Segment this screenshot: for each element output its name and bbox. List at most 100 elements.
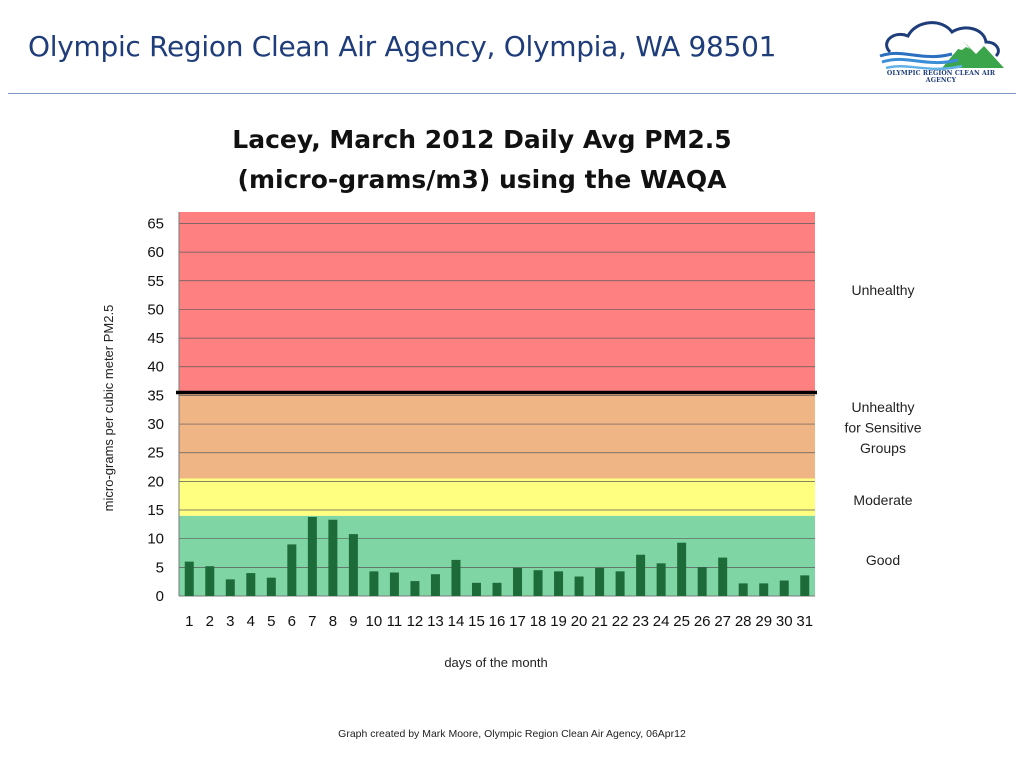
bar-day-6 [287,544,297,596]
bar-day-18 [533,570,543,596]
zone-band-2 [179,392,815,479]
y-tick-label: 30 [147,416,164,433]
y-tick-label: 65 [147,215,164,232]
footer-credit: Graph created by Mark Moore, Olympic Reg… [338,728,686,740]
bar-day-25 [677,542,687,596]
bar-day-12 [410,581,420,596]
bar-day-3 [225,579,235,596]
x-tick-label: 13 [427,613,444,630]
bar-day-16 [492,582,502,596]
x-tick-label: 5 [267,613,275,630]
x-axis-label: days of the month [444,655,547,670]
bar-day-5 [266,577,276,596]
x-tick-label: 30 [776,613,793,630]
x-tick-label: 25 [673,613,690,630]
y-tick-label: 10 [147,531,164,548]
x-tick-label: 21 [591,613,608,630]
x-tick-label: 3 [226,613,234,630]
y-tick-label: 25 [147,445,164,462]
bar-day-22 [615,571,625,596]
y-tick-label: 40 [147,359,164,376]
bar-day-15 [471,582,481,596]
x-tick-label: 15 [468,613,485,630]
logo-wave-1 [879,51,953,59]
zone-label-3: Unhealthy [851,282,914,298]
y-tick-label: 0 [156,588,164,605]
bar-day-9 [348,534,358,596]
orcaa-logo [879,21,1004,71]
zone-label-0: Good [866,552,900,568]
logo-cloud-outline [885,21,1000,58]
x-tick-label: 23 [632,613,649,630]
x-tick-label: 7 [308,613,316,630]
x-tick-label: 4 [247,613,255,630]
x-tick-label: 28 [735,613,752,630]
chart-title-line-1: Lacey, March 2012 Daily Avg PM2.5 [232,125,731,154]
x-tick-label: 19 [550,613,567,630]
bar-day-24 [656,563,666,596]
y-axis-label: micro-grams per cubic meter PM2.5 [101,305,116,512]
bar-day-23 [636,554,646,596]
logo-wave-2 [881,57,959,65]
x-tick-label: 26 [694,613,711,630]
zone-band-0 [179,515,815,596]
header-divider [8,93,1016,94]
bar-day-14 [451,559,461,596]
logo-caption: OLYMPIC REGION CLEAN AIR AGENCY [886,70,996,84]
x-tick-label: 29 [755,613,772,630]
logo-mountain-snow [958,42,970,50]
zone-band-3 [179,212,815,393]
x-tick-label: 1 [185,613,193,630]
zone-label-2: Unhealthy for Sensitive Groups [844,399,921,456]
y-tick-label: 5 [156,559,164,576]
bar-day-13 [430,574,440,596]
y-tick-label: 35 [147,387,164,404]
x-tick-label: 12 [407,613,424,630]
x-tick-label: 14 [448,613,465,630]
bar-day-7 [307,516,317,596]
bar-day-30 [779,580,789,596]
x-tick-label: 18 [530,613,547,630]
x-tick-label: 20 [571,613,588,630]
x-tick-label: 16 [489,613,506,630]
x-tick-label: 6 [288,613,296,630]
x-ticks: 1 2 3 4 5 6 7 8 9 10 11 12 13 14 15 16 17 18 19 20 21 22 23 24 2… [185,613,813,630]
page-title: Olympic Region Clean Air Agency, Olympia… [28,30,777,63]
x-tick-label: 2 [206,613,214,630]
bar-day-31 [800,575,810,596]
x-tick-label: 24 [653,613,670,630]
bar-day-8 [328,519,338,596]
x-tick-label: 9 [349,613,357,630]
x-tick-label: 31 [796,613,813,630]
bar-day-10 [369,571,379,596]
logo-wave-3 [885,64,963,71]
chart-title-line-2: (micro-grams/m3) using the WAQA [238,165,728,194]
y-ticks: 0 5 10 15 20 25 30 35 40 45 50 55 60 65 [147,215,164,605]
bar-day-26 [697,567,707,596]
zone-label-1: Moderate [853,492,912,508]
zone-labels: Good Moderate Unhealthy for Sensitive Groups… [844,282,921,568]
y-tick-label: 20 [147,473,164,490]
y-tick-label: 15 [147,502,164,519]
y-tick-label: 45 [147,330,164,347]
bar-day-1 [184,561,194,596]
bar-day-27 [718,557,728,596]
bar-day-17 [513,567,523,596]
y-tick-label: 55 [147,273,164,290]
x-tick-label: 8 [329,613,337,630]
bar-day-11 [389,572,399,596]
y-tick-label: 50 [147,301,164,318]
x-tick-label: 11 [387,613,403,630]
y-tick-label: 60 [147,244,164,261]
bar-day-28 [738,583,748,596]
bar-day-21 [595,567,605,596]
zone-band-1 [179,478,815,516]
x-tick-label: 22 [612,613,629,630]
gridlines [178,212,815,597]
bar-day-29 [759,583,769,596]
bar-day-19 [554,571,564,596]
bar-day-20 [574,576,584,596]
bar-day-2 [205,566,215,596]
aqi-zones [179,212,815,596]
